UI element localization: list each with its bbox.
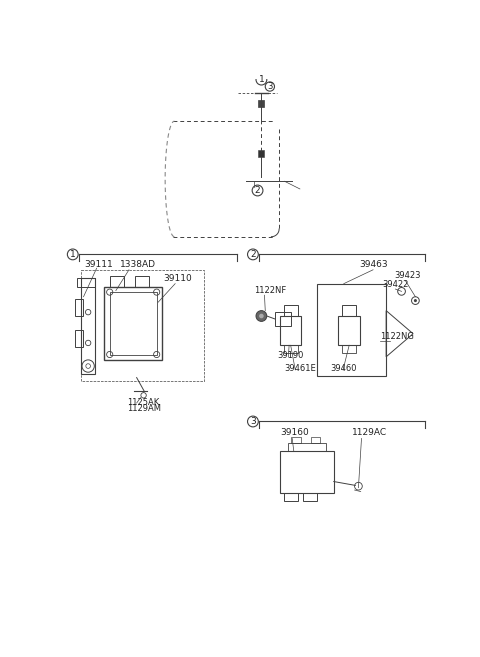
Text: 2: 2	[255, 186, 260, 195]
Text: 1338AD: 1338AD	[120, 260, 156, 269]
Bar	[77, 277, 95, 286]
Bar	[275, 312, 291, 326]
Text: 1122NF: 1122NF	[254, 286, 286, 295]
Bar	[280, 451, 334, 493]
Bar	[284, 306, 298, 316]
Text: 39111: 39111	[84, 260, 113, 269]
Text: 1129AC: 1129AC	[351, 428, 386, 438]
Text: 3: 3	[267, 82, 273, 91]
Text: 1122NG: 1122NG	[380, 332, 414, 341]
Bar	[258, 150, 264, 156]
Bar	[280, 316, 301, 346]
Bar	[342, 306, 356, 316]
Text: 39460: 39460	[331, 365, 357, 373]
Text: 39422: 39422	[382, 280, 408, 288]
Text: 39461E: 39461E	[285, 365, 316, 373]
Text: 1: 1	[259, 75, 264, 84]
Text: 3: 3	[250, 417, 256, 426]
Bar	[291, 437, 300, 443]
Bar	[258, 101, 264, 107]
Bar	[317, 284, 386, 376]
Bar	[75, 330, 83, 347]
Circle shape	[256, 311, 267, 321]
Text: 1129AM: 1129AM	[127, 405, 161, 413]
Bar	[338, 316, 360, 346]
Text: 2: 2	[250, 250, 256, 259]
Bar	[288, 443, 326, 451]
Bar	[303, 493, 317, 501]
Circle shape	[259, 313, 264, 318]
Circle shape	[414, 299, 417, 302]
Bar	[81, 277, 95, 374]
Bar	[75, 299, 83, 316]
Bar	[104, 286, 162, 360]
Bar	[135, 276, 149, 286]
Bar	[110, 276, 124, 286]
Text: 39160: 39160	[280, 428, 309, 438]
Bar	[284, 346, 298, 353]
Bar	[110, 292, 156, 355]
Text: 39463: 39463	[359, 260, 388, 269]
Bar	[284, 493, 298, 501]
Text: 39110: 39110	[164, 275, 192, 283]
Bar	[311, 437, 320, 443]
Bar	[342, 346, 356, 353]
Text: 39423: 39423	[394, 271, 420, 279]
Text: 39190: 39190	[277, 351, 303, 360]
Bar	[81, 270, 204, 382]
Text: 1: 1	[70, 250, 76, 259]
Text: 1125AK: 1125AK	[127, 397, 159, 407]
